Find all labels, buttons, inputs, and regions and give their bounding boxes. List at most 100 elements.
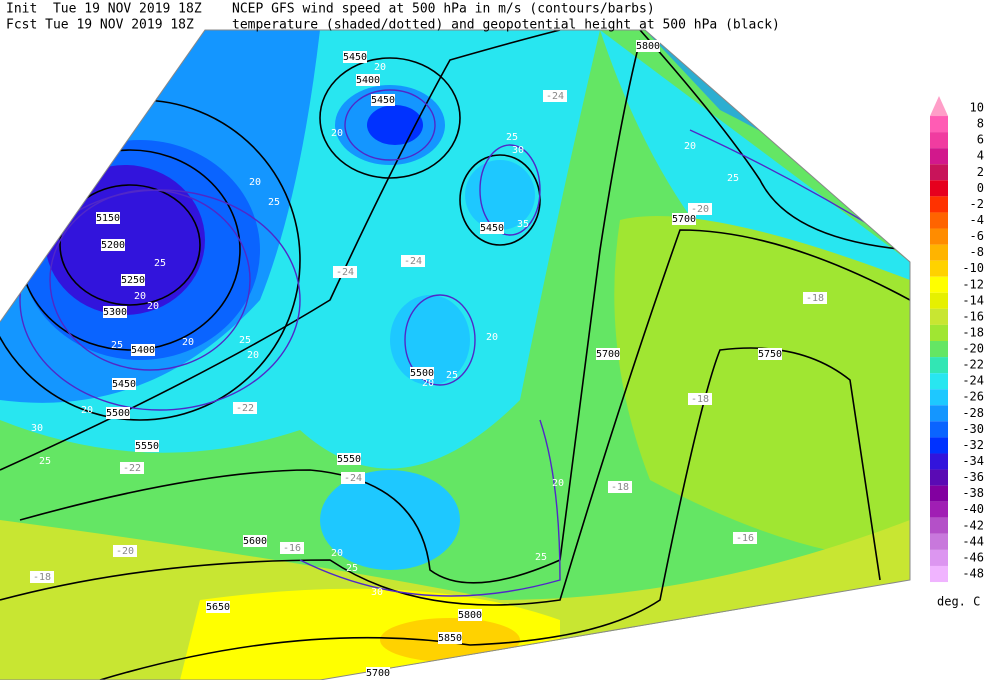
wind-label: 25 bbox=[111, 340, 123, 351]
height-label: 5800 bbox=[458, 610, 482, 621]
colorbar-swatch bbox=[930, 485, 948, 502]
wind-label: 20 bbox=[331, 128, 343, 139]
colorbar-swatch bbox=[930, 132, 948, 149]
label-box bbox=[733, 532, 757, 544]
forecast-time: Fcst Tue 19 NOV 2019 18Z bbox=[6, 18, 194, 33]
temp-label: -24 bbox=[546, 91, 564, 102]
wind-label: 30 bbox=[512, 145, 524, 156]
height-label: 5600 bbox=[243, 536, 267, 547]
colorbar-swatch bbox=[930, 453, 948, 470]
height-label: 5700 bbox=[672, 214, 696, 225]
wind-label: 25 bbox=[346, 563, 358, 574]
label-box bbox=[233, 402, 257, 414]
label-box bbox=[30, 571, 54, 583]
wind-label: 25 bbox=[506, 132, 518, 143]
label-box bbox=[672, 213, 696, 225]
colorbar-swatch bbox=[930, 341, 948, 358]
temp-label: -20 bbox=[691, 204, 709, 215]
label-box bbox=[112, 378, 136, 390]
temp-label: -20 bbox=[116, 546, 134, 557]
colorbar-swatch bbox=[930, 228, 948, 245]
colorbar-label: -34 bbox=[962, 454, 984, 468]
colorbar-label: -28 bbox=[962, 406, 984, 420]
height-contours bbox=[0, 30, 910, 680]
wind-label: 20 bbox=[374, 62, 386, 73]
wind-label: 25 bbox=[727, 173, 739, 184]
colorbar-swatch bbox=[930, 308, 948, 325]
label-box bbox=[96, 212, 120, 224]
height-label: 5200 bbox=[101, 240, 125, 251]
height-label: 5550 bbox=[135, 441, 159, 452]
colorbar-label: 0 bbox=[977, 181, 984, 195]
height-label: 5700 bbox=[366, 668, 390, 679]
temp-label: -24 bbox=[344, 473, 362, 484]
wind-label: 25 bbox=[239, 335, 251, 346]
colorbar-swatch bbox=[930, 260, 948, 277]
label-box bbox=[596, 348, 620, 360]
label-box bbox=[371, 94, 395, 106]
wind-label: 35 bbox=[517, 219, 529, 230]
height-label: 5400 bbox=[356, 75, 380, 86]
height-label: 5300 bbox=[103, 307, 127, 318]
label-box bbox=[121, 274, 145, 286]
colorbar-swatch bbox=[930, 437, 948, 454]
label-box bbox=[343, 51, 367, 63]
colorbar-label: -38 bbox=[962, 486, 984, 500]
height-label: 5250 bbox=[121, 275, 145, 286]
init-time: Init Tue 19 NOV 2019 18Z bbox=[6, 2, 202, 17]
colorbar-label: 4 bbox=[977, 149, 984, 163]
colorbar-swatch bbox=[930, 292, 948, 309]
colorbar-swatch bbox=[930, 517, 948, 534]
height-label: 5550 bbox=[337, 454, 361, 465]
label-box bbox=[106, 407, 130, 419]
colorbar-label: -20 bbox=[962, 342, 984, 356]
height-label: 5500 bbox=[106, 408, 130, 419]
colorbar-label: 10 bbox=[970, 101, 984, 115]
label-box bbox=[206, 601, 230, 613]
wind-label: 25 bbox=[154, 258, 166, 269]
wind-label: 20 bbox=[422, 378, 434, 389]
colorbar-label: -12 bbox=[962, 277, 984, 291]
height-label: 5800 bbox=[636, 41, 660, 52]
colorbar-label: -36 bbox=[962, 470, 984, 484]
colorbar-swatch bbox=[930, 196, 948, 213]
colorbar-label: -24 bbox=[962, 374, 984, 388]
title-line: NCEP GFS wind speed at 500 hPa in m/s (c… bbox=[232, 2, 655, 17]
label-box bbox=[803, 292, 827, 304]
colorbar-label: 8 bbox=[977, 117, 984, 131]
wind-label: 20 bbox=[486, 332, 498, 343]
colorbar-label: -40 bbox=[962, 502, 984, 516]
wind-label: 20 bbox=[331, 548, 343, 559]
colorbar-label: -22 bbox=[962, 358, 984, 372]
label-box bbox=[410, 367, 434, 379]
wind-label: 20 bbox=[81, 405, 93, 416]
temp-label: -22 bbox=[236, 403, 254, 414]
label-box bbox=[341, 472, 365, 484]
colorbar-label: -10 bbox=[962, 261, 984, 275]
colorbar-swatch bbox=[930, 212, 948, 229]
colorbar-swatch bbox=[930, 565, 948, 583]
wind-label: 20 bbox=[684, 141, 696, 152]
height-label: 5700 bbox=[596, 349, 620, 360]
wind-label: 25 bbox=[268, 197, 280, 208]
colorbar-unit: deg. C bbox=[937, 595, 980, 609]
wind-label: 25 bbox=[535, 552, 547, 563]
colorbar-label: -32 bbox=[962, 438, 984, 452]
wind-label: 20 bbox=[182, 337, 194, 348]
wind-label: 20 bbox=[134, 291, 146, 302]
colorbar-label: -6 bbox=[970, 229, 984, 243]
label-box bbox=[480, 222, 504, 234]
label-box bbox=[366, 667, 390, 679]
label-box bbox=[337, 453, 361, 465]
wind-label: 20 bbox=[249, 177, 261, 188]
label-box bbox=[543, 90, 567, 102]
height-label: 5500 bbox=[410, 368, 434, 379]
map-labels: 5450 5400 5450 5150 5200 5250 5300 5400 5450 5500… bbox=[30, 40, 827, 679]
label-box bbox=[135, 440, 159, 452]
colorbar: 10 8 6 4 2 0 -2 -4 -6 -8 -10 -12 -14 -16 -18 -20 -22 -24 -… bbox=[930, 95, 984, 583]
temp-label: -18 bbox=[806, 293, 824, 304]
colorbar-label: -14 bbox=[962, 293, 984, 307]
temp-label: -22 bbox=[123, 463, 141, 474]
wind-contours bbox=[19, 89, 910, 597]
colorbar-label: -48 bbox=[962, 567, 984, 581]
